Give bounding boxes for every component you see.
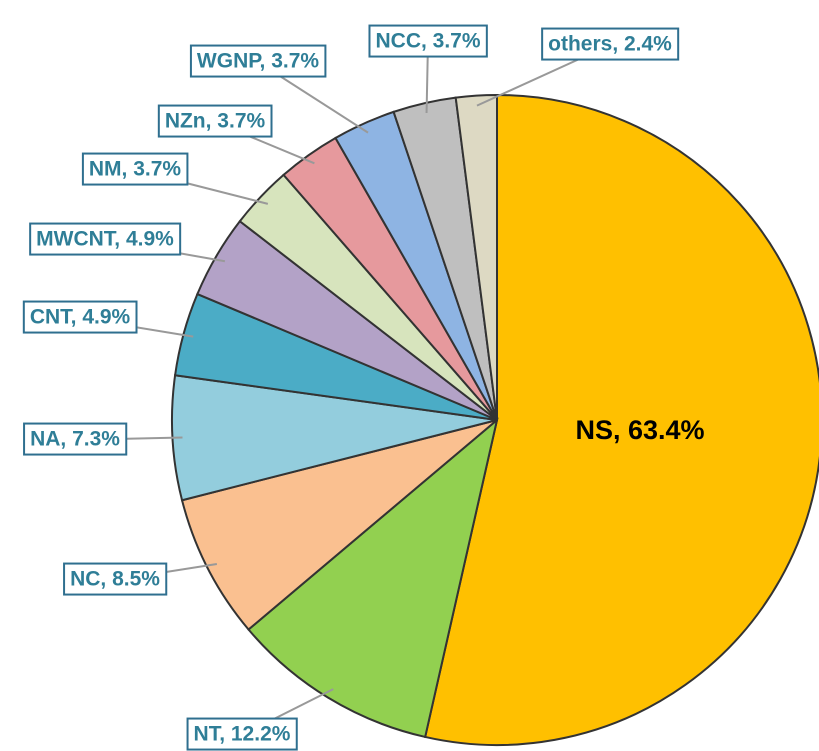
label-box	[157, 104, 273, 138]
label-box	[22, 300, 138, 334]
pie-slice	[454, 93, 498, 421]
data-label: NCC, 3.7%	[375, 30, 480, 53]
label-box	[81, 152, 189, 186]
data-label: others, 2.4%	[548, 33, 672, 56]
label-box	[186, 717, 298, 751]
data-label: NA, 7.3%	[30, 428, 120, 451]
data-label: CNT, 4.9%	[30, 306, 131, 329]
data-label: WGNP, 3.7%	[197, 50, 319, 73]
pie-slice	[180, 419, 498, 631]
pie-slice	[423, 93, 819, 746]
label-box	[29, 222, 182, 256]
data-label: NT, 12.2%	[194, 723, 291, 746]
label-box	[368, 24, 488, 58]
pie-slice	[247, 417, 499, 739]
label-box	[63, 562, 168, 596]
label-box	[189, 44, 327, 78]
data-label: NC, 8.5%	[70, 568, 160, 591]
label-box	[23, 422, 128, 456]
data-label: NM, 3.7%	[89, 158, 182, 181]
data-label: NZn, 3.7%	[165, 110, 266, 133]
data-label: NS, 63.4%	[575, 415, 704, 445]
label-box	[541, 27, 680, 61]
data-label: MWCNT, 4.9%	[36, 228, 174, 251]
